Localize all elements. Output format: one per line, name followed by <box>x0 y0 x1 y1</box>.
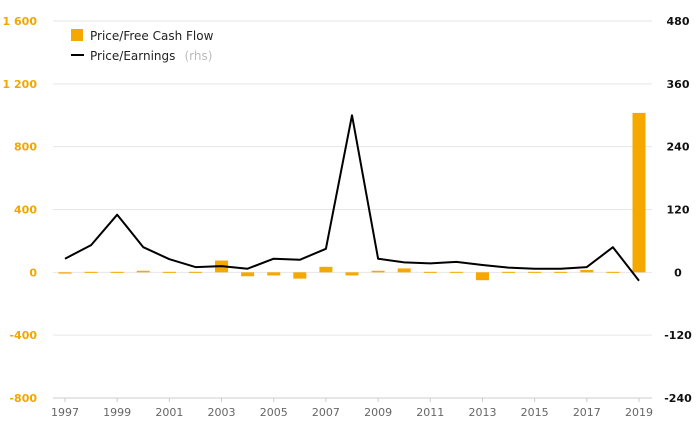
bar-2001 <box>162 271 176 273</box>
left-tick-label: 400 <box>14 204 37 217</box>
bar-2007 <box>319 266 333 273</box>
right-tick-label: 240 <box>667 141 690 154</box>
left-tick-label: -400 <box>9 329 37 342</box>
price-earnings-line <box>64 114 640 282</box>
x-tick-label: 2015 <box>521 406 549 419</box>
right-tick-label: -240 <box>664 392 692 405</box>
bar-1997 <box>58 272 72 274</box>
bar-2014 <box>502 271 516 273</box>
bar-2016 <box>554 271 568 273</box>
gridlines <box>53 20 652 336</box>
right-tick-label: 120 <box>667 204 690 217</box>
bar-2005 <box>267 272 281 276</box>
bar-1999 <box>110 271 124 273</box>
right-tick-label: 360 <box>667 78 690 91</box>
x-tick-label: 2013 <box>468 406 496 419</box>
x-tick-label: 2005 <box>260 406 288 419</box>
bar-2012 <box>449 271 463 273</box>
x-tick-label: 2003 <box>208 406 236 419</box>
x-axis-ticks: 1997 1999 2001 2003 2005 2007 2009 2011 2013 2015… <box>51 398 653 419</box>
x-tick-label: 1997 <box>51 406 79 419</box>
bar-2011 <box>423 271 437 273</box>
bar-2018 <box>606 271 620 273</box>
bar-series-price-fcf <box>58 112 646 281</box>
legend-swatch-price-fcf <box>71 29 83 41</box>
x-tick-label: 2019 <box>625 406 653 419</box>
legend-label-price-fcf: Price/Free Cash Flow <box>90 29 214 43</box>
x-tick-label: 1999 <box>103 406 131 419</box>
bar-1998 <box>84 271 98 273</box>
bar-2004 <box>241 272 255 277</box>
left-tick-label: 1 600 <box>3 15 38 28</box>
line-series-price-earnings <box>64 114 640 282</box>
legend: Price/Free Cash Flow Price/Earnings (rhs… <box>71 29 214 64</box>
bar-2015 <box>528 271 542 273</box>
x-tick-label: 2017 <box>573 406 601 419</box>
bar-2017 <box>580 269 594 273</box>
x-tick-label: 2001 <box>155 406 183 419</box>
left-axis-ticks: -800 -400 0 400 800 1 200 1 600 <box>3 15 38 405</box>
bar-2019 <box>632 112 646 273</box>
legend-label-price-earnings-name: Price/Earnings <box>90 49 175 63</box>
left-tick-label: 1 200 <box>3 78 38 91</box>
x-tick-label: 2009 <box>364 406 392 419</box>
bar-2009 <box>371 270 385 273</box>
left-tick-label: 0 <box>29 266 37 279</box>
x-tick-label: 2011 <box>416 406 444 419</box>
bar-2008 <box>345 272 359 276</box>
legend-label-price-earnings-suffix: (rhs) <box>184 49 212 63</box>
x-tick-label: 2007 <box>312 406 340 419</box>
bar-2013 <box>475 272 489 281</box>
right-tick-label: 0 <box>674 266 682 279</box>
left-tick-label: -800 <box>9 392 37 405</box>
bar-2006 <box>293 272 307 279</box>
bar-2002 <box>188 271 202 273</box>
right-axis-ticks: -240 -120 0 120 240 360 480 <box>664 15 692 405</box>
right-tick-label: 480 <box>667 15 690 28</box>
bar-2000 <box>136 270 150 273</box>
left-tick-label: 800 <box>14 141 37 154</box>
right-tick-label: -120 <box>664 329 692 342</box>
bar-2010 <box>397 268 411 273</box>
legend-label-price-earnings: Price/Earnings (rhs) <box>90 45 212 64</box>
